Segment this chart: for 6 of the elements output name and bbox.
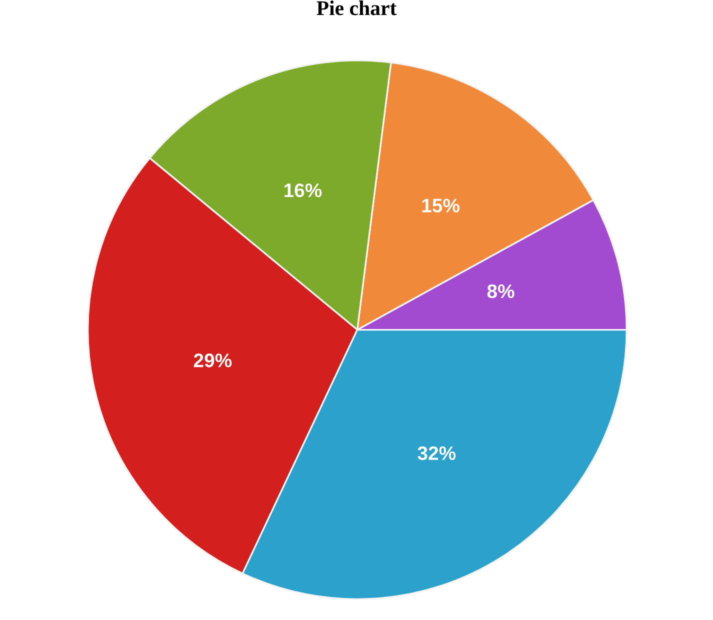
data-label: 15% — [422, 198, 460, 212]
data-label: 8% — [487, 284, 514, 298]
chart-title: Pie chart — [316, 0, 397, 16]
data-label: 16% — [284, 183, 322, 198]
data-label: 29% — [194, 354, 232, 368]
data-label: 32% — [418, 446, 456, 460]
